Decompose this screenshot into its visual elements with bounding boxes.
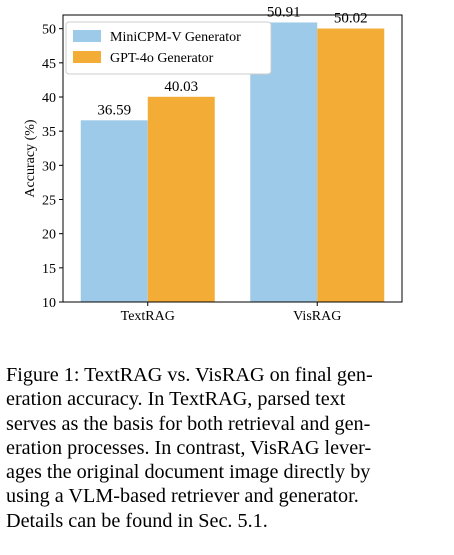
caption-line: ages the original document image directl…	[6, 461, 371, 484]
y-tick-label: 40	[42, 91, 56, 106]
caption-line: eration processes. In contrast, VisRAG l…	[6, 436, 372, 459]
caption-line: Figure 1: TextRAG vs. VisRAG on final ge…	[6, 364, 373, 386]
data-label: 36.59	[97, 102, 131, 118]
data-label: 50.91	[267, 4, 301, 20]
legend-box	[65, 21, 272, 75]
caption-line: serves as the basis for both retrieval a…	[6, 412, 371, 435]
y-tick-label: 20	[42, 228, 56, 243]
legend-swatch	[73, 30, 101, 42]
caption-line: using a VLM-based retriever and generato…	[6, 485, 359, 508]
legend-swatch	[73, 51, 101, 63]
data-label: 50.02	[334, 11, 368, 27]
y-tick-label: 30	[42, 159, 56, 174]
y-axis-label: Accuracy (%)	[23, 119, 38, 197]
bar	[317, 28, 385, 303]
bar-chart: 36.59 40.03 TextRAG 50.91 50.02 VisRAG 10 15 20 2…	[23, 4, 403, 324]
axes-frame	[62, 14, 403, 303]
y-tick-label: 45	[42, 57, 56, 72]
y-tick-label: 25	[42, 194, 56, 209]
legend-label: GPT-4o Generator	[110, 51, 214, 66]
y-tick-label: 15	[42, 262, 56, 277]
x-tick-label: TextRAG	[121, 309, 175, 324]
x-tick-label: VisRAG	[293, 309, 341, 324]
y-tick-label: 10	[42, 296, 56, 311]
y-tick-label: 50	[42, 23, 56, 38]
bar	[147, 96, 215, 302]
caption-line: eration accuracy. In TextRAG, parsed tex…	[6, 388, 346, 411]
caption-line: Details can be found in Sec. 5.1.	[6, 509, 268, 532]
data-label: 40.03	[164, 79, 198, 95]
y-tick-label: 35	[42, 125, 56, 140]
figure-caption: Figure 1: TextRAG vs. VisRAG on final ge…	[6, 363, 442, 533]
bar	[80, 120, 148, 302]
legend-label: MiniCPM-V Generator	[110, 30, 241, 45]
plot-area: 36.59 40.03 TextRAG 50.91 50.02 VisRAG 10 15 20 2…	[23, 4, 403, 324]
